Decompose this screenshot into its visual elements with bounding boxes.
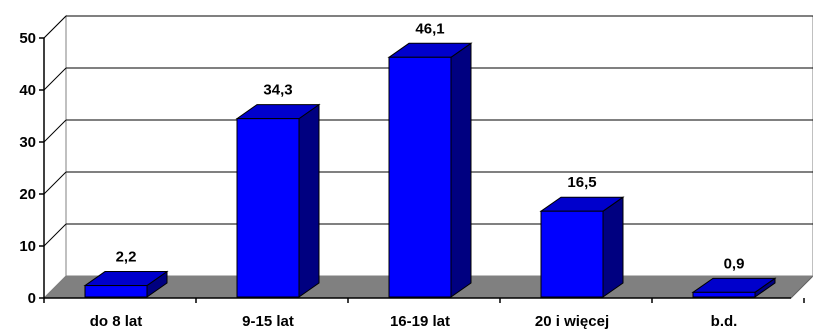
y-tick-label: 0 (28, 290, 36, 307)
bar (235, 103, 321, 298)
bar-side (602, 196, 624, 298)
bar (387, 42, 473, 298)
bar (83, 270, 169, 298)
bar (539, 196, 625, 298)
bar-front (692, 291, 756, 298)
chart-side-wall (43, 14, 67, 300)
bar (691, 277, 777, 298)
y-tick-label: 30 (19, 134, 36, 151)
bar-front (84, 285, 148, 298)
gridline-side (43, 171, 67, 195)
y-axis: 0 10 20 30 40 50 (19, 30, 45, 307)
data-label: 46,1 (415, 20, 444, 37)
x-tick-label: b.d. (711, 313, 738, 330)
bars (83, 42, 777, 298)
y-tick-label: 50 (19, 30, 36, 47)
x-tick-label: do 8 lat (90, 313, 143, 330)
gridline-side (43, 119, 67, 143)
gridline-side (43, 67, 67, 91)
data-label: 2,2 (116, 249, 137, 266)
x-axis: do 8 lat 9-15 lat 16-19 lat 20 i więcej b.d. (43, 297, 805, 330)
data-label: 16,5 (567, 174, 596, 191)
y-tick-label: 10 (19, 238, 36, 255)
bar-front (540, 210, 604, 298)
x-tick-label: 16-19 lat (390, 313, 450, 330)
y-tick-label: 40 (19, 82, 36, 99)
bar-front (236, 118, 300, 298)
bar-front (388, 56, 452, 298)
bar-side (298, 103, 320, 298)
x-tick-label: 9-15 lat (242, 313, 294, 330)
data-label: 34,3 (263, 82, 292, 99)
x-tick-label: 20 i więcej (535, 313, 609, 330)
gridline-side (43, 223, 67, 247)
bar-side (450, 42, 472, 298)
data-label: 0,9 (724, 255, 745, 272)
gridline-side (43, 15, 67, 39)
y-tick-label: 20 (19, 186, 36, 203)
data-labels: 2,2 34,3 46,1 16,5 0,9 (116, 20, 745, 272)
